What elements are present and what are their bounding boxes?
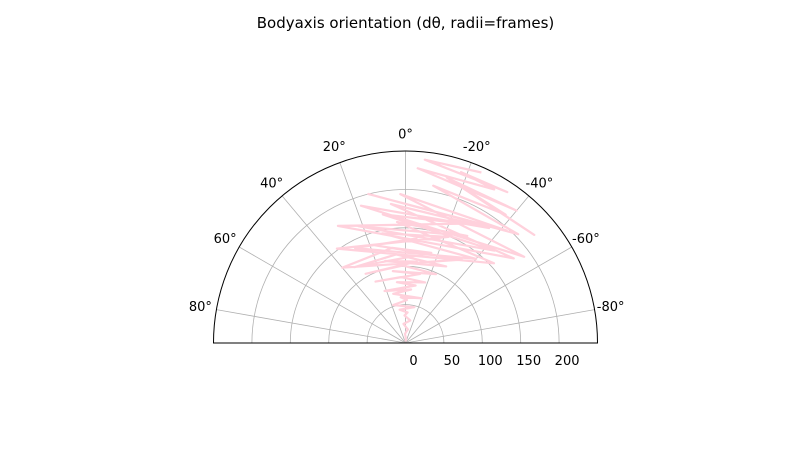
series-line-0	[335, 158, 536, 342]
angular-gridline-8	[405, 309, 595, 344]
theta-tick-label-5: -20°	[463, 140, 491, 155]
angular-gridline-0	[216, 309, 406, 344]
radius-tick-label-4: 200	[555, 354, 580, 369]
series-layer	[335, 158, 536, 342]
angular-gridline-6	[405, 195, 530, 344]
polar-frame	[212, 150, 599, 344]
theta-tick-label-4: 0°	[398, 128, 413, 143]
theta-tick-label-7: -60°	[572, 232, 600, 247]
radius-tick-label-1: 50	[444, 354, 461, 369]
polar-outer-frame	[212, 150, 599, 344]
polar-grid	[216, 151, 595, 344]
radius-tick-labels: 0 50 100 150 200	[409, 354, 579, 369]
angular-gridline-7	[405, 246, 572, 344]
theta-tick-labels: 80° 60° 40° 20° 0° -20° -40° -60° -80°	[189, 128, 625, 315]
theta-tick-label-1: 60°	[214, 232, 237, 247]
radius-tick-label-0: 0	[409, 354, 417, 369]
angular-gridline-5	[405, 162, 472, 344]
chart-title: Bodyaxis orientation (dθ, radii=frames)	[257, 14, 555, 32]
theta-tick-label-2: 40°	[260, 176, 283, 191]
theta-tick-label-6: -40°	[526, 176, 554, 191]
angular-gridline-2	[281, 195, 406, 344]
theta-tick-label-3: 20°	[323, 140, 346, 155]
radius-tick-label-3: 150	[516, 354, 541, 369]
radius-tick-label-2: 100	[478, 354, 503, 369]
angular-gridline-1	[239, 246, 406, 344]
theta-tick-label-0: 80°	[189, 300, 212, 315]
theta-tick-label-8: -80°	[597, 300, 625, 315]
